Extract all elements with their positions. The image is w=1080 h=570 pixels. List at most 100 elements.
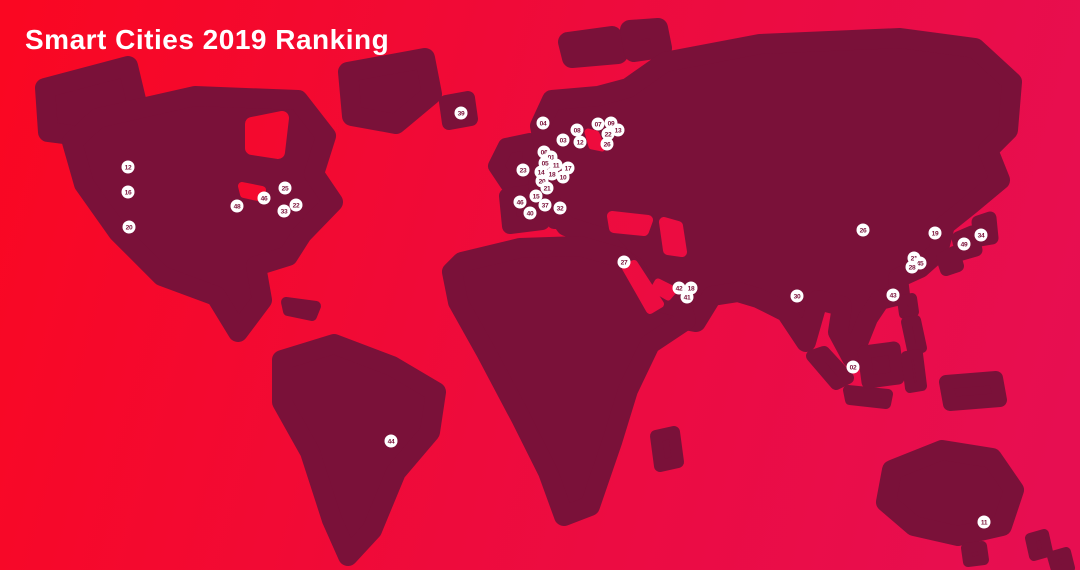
rank-marker-number: 44 bbox=[388, 438, 395, 445]
landmass-java bbox=[843, 385, 893, 409]
rank-marker[interactable]: 46 bbox=[257, 191, 271, 205]
landmass-new-zealand-north bbox=[1025, 529, 1053, 561]
rank-marker[interactable]: 10 bbox=[556, 170, 570, 184]
rank-marker-number: 03 bbox=[560, 137, 567, 144]
rank-marker[interactable]: 34 bbox=[974, 228, 988, 242]
rank-marker[interactable]: 07 bbox=[591, 117, 605, 131]
rank-marker-number: 30 bbox=[794, 293, 801, 300]
rank-marker[interactable]: 22 bbox=[289, 198, 303, 212]
rank-marker[interactable]: 16 bbox=[121, 185, 135, 199]
rank-marker-number: 17 bbox=[565, 165, 572, 172]
rank-marker[interactable]: 30 bbox=[790, 289, 804, 303]
rank-marker[interactable]: 26 bbox=[856, 223, 870, 237]
rank-marker-circle[interactable] bbox=[121, 160, 135, 174]
rank-marker[interactable]: 48 bbox=[230, 199, 244, 213]
rank-marker-number: 21 bbox=[544, 185, 551, 192]
rank-marker-number: 49 bbox=[961, 241, 968, 248]
rank-marker-circle[interactable] bbox=[538, 198, 552, 212]
rank-marker-circle[interactable] bbox=[277, 204, 291, 218]
rank-marker[interactable]: 37 bbox=[538, 198, 552, 212]
rank-marker-circle[interactable] bbox=[122, 220, 136, 234]
rank-marker-circle[interactable] bbox=[591, 117, 605, 131]
rank-marker-circle[interactable] bbox=[977, 515, 991, 529]
rank-marker[interactable]: 39 bbox=[454, 106, 468, 120]
rank-marker-circle[interactable] bbox=[617, 255, 631, 269]
rank-marker[interactable]: 46 bbox=[513, 195, 527, 209]
red-sea bbox=[622, 260, 664, 314]
rank-marker[interactable]: 25 bbox=[278, 181, 292, 195]
rank-marker-number: 11 bbox=[981, 519, 988, 526]
rank-marker[interactable]: 49 bbox=[957, 237, 971, 251]
rank-marker-circle[interactable] bbox=[523, 206, 537, 220]
rank-marker-number: 18 bbox=[549, 171, 556, 178]
rank-marker-number: 22 bbox=[293, 202, 300, 209]
rank-marker-circle[interactable] bbox=[513, 195, 527, 209]
rank-marker-circle[interactable] bbox=[289, 198, 303, 212]
rank-marker[interactable]: 15 bbox=[529, 189, 543, 203]
rank-marker[interactable]: 12 bbox=[573, 135, 587, 149]
rank-marker-circle[interactable] bbox=[672, 281, 686, 295]
rank-marker-circle[interactable] bbox=[536, 116, 550, 130]
landmass-greenland bbox=[338, 48, 442, 134]
rank-marker-circle[interactable] bbox=[257, 191, 271, 205]
rank-marker-circle[interactable] bbox=[905, 260, 919, 274]
rank-marker[interactable]: 40 bbox=[523, 206, 537, 220]
rank-marker[interactable]: 43 bbox=[886, 288, 900, 302]
rank-marker[interactable]: 27 bbox=[617, 255, 631, 269]
rank-marker[interactable]: 13 bbox=[611, 123, 625, 137]
landmass-arctic-islands-1 bbox=[558, 26, 628, 68]
rank-marker-circle[interactable] bbox=[957, 237, 971, 251]
rank-marker-number: 15 bbox=[533, 193, 540, 200]
landmass-borneo bbox=[857, 341, 905, 389]
black-sea bbox=[607, 211, 653, 236]
rank-marker[interactable]: 42 bbox=[672, 281, 686, 295]
rank-marker-circle[interactable] bbox=[553, 201, 567, 215]
rank-marker-circle[interactable] bbox=[886, 288, 900, 302]
rank-marker-circle[interactable] bbox=[600, 137, 614, 151]
rank-marker-circle[interactable] bbox=[928, 226, 942, 240]
rank-marker-circle[interactable] bbox=[230, 199, 244, 213]
rank-marker[interactable]: 21 bbox=[540, 181, 554, 195]
rank-marker[interactable]: 19 bbox=[928, 226, 942, 240]
landmass-tasmania bbox=[961, 541, 989, 567]
rank-marker-circle[interactable] bbox=[545, 167, 559, 181]
rank-marker[interactable]: 04 bbox=[536, 116, 550, 130]
rank-marker-circle[interactable] bbox=[556, 133, 570, 147]
rank-marker-circle[interactable] bbox=[680, 290, 694, 304]
rank-marker-circle[interactable] bbox=[384, 434, 398, 448]
rank-marker[interactable]: 18 bbox=[545, 167, 559, 181]
rank-marker[interactable]: 23 bbox=[516, 163, 530, 177]
rank-marker[interactable]: 11 bbox=[977, 515, 991, 529]
rank-marker[interactable]: 33 bbox=[277, 204, 291, 218]
rank-marker[interactable]: 26 bbox=[600, 137, 614, 151]
rank-marker-number: 20 bbox=[539, 178, 546, 185]
rank-marker-circle[interactable] bbox=[974, 228, 988, 242]
rank-marker-circle[interactable] bbox=[611, 123, 625, 137]
rank-marker[interactable]: 03 bbox=[556, 133, 570, 147]
rank-marker-circle[interactable] bbox=[121, 185, 135, 199]
rank-marker-circle[interactable] bbox=[601, 127, 615, 141]
rank-marker-number: 10 bbox=[560, 174, 567, 181]
rank-marker[interactable]: 44 bbox=[384, 434, 398, 448]
rank-marker[interactable]: 28 bbox=[905, 260, 919, 274]
rank-marker-circle[interactable] bbox=[556, 170, 570, 184]
rank-marker-circle[interactable] bbox=[846, 360, 860, 374]
rank-marker[interactable]: 20 bbox=[122, 220, 136, 234]
rank-marker[interactable]: 32 bbox=[553, 201, 567, 215]
rank-marker-circle[interactable] bbox=[516, 163, 530, 177]
rank-marker-circle[interactable] bbox=[573, 135, 587, 149]
rank-marker-circle[interactable] bbox=[856, 223, 870, 237]
rank-marker[interactable]: 12 bbox=[121, 160, 135, 174]
rank-marker-number: 02 bbox=[850, 364, 857, 371]
rank-marker-circle[interactable] bbox=[529, 189, 543, 203]
inland-seas bbox=[238, 111, 687, 314]
rank-marker[interactable]: 02 bbox=[846, 360, 860, 374]
rank-marker[interactable]: 22 bbox=[601, 127, 615, 141]
rank-marker[interactable]: 41 bbox=[680, 290, 694, 304]
rank-marker-circle[interactable] bbox=[790, 289, 804, 303]
rank-marker[interactable]: 08 bbox=[570, 123, 584, 137]
rank-marker-circle[interactable] bbox=[540, 181, 554, 195]
rank-marker-circle[interactable] bbox=[278, 181, 292, 195]
rank-marker-circle[interactable] bbox=[570, 123, 584, 137]
rank-marker-circle[interactable] bbox=[454, 106, 468, 120]
